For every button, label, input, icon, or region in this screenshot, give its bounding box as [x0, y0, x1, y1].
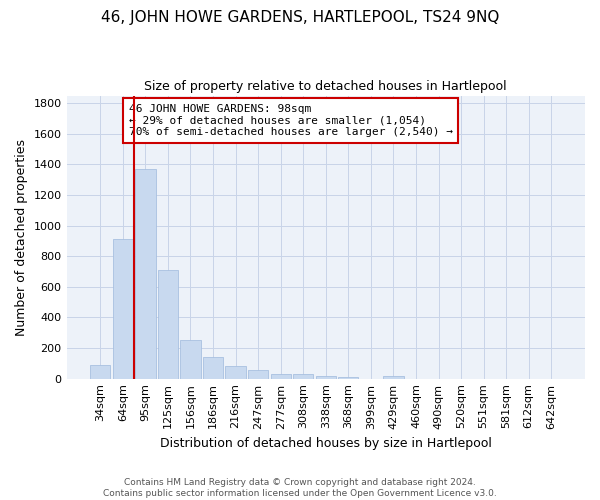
Text: 46, JOHN HOWE GARDENS, HARTLEPOOL, TS24 9NQ: 46, JOHN HOWE GARDENS, HARTLEPOOL, TS24 … [101, 10, 499, 25]
Bar [271, 374, 291, 378]
Bar [158, 270, 178, 378]
Bar [135, 169, 155, 378]
Bar [383, 376, 404, 378]
Bar [90, 365, 110, 378]
Bar [113, 240, 133, 378]
Title: Size of property relative to detached houses in Hartlepool: Size of property relative to detached ho… [145, 80, 507, 93]
Bar [226, 366, 246, 378]
Bar [203, 358, 223, 378]
Y-axis label: Number of detached properties: Number of detached properties [15, 138, 28, 336]
Bar [338, 377, 358, 378]
Bar [293, 374, 313, 378]
X-axis label: Distribution of detached houses by size in Hartlepool: Distribution of detached houses by size … [160, 437, 492, 450]
Bar [181, 340, 200, 378]
Bar [248, 370, 268, 378]
Bar [316, 376, 336, 378]
Text: 46 JOHN HOWE GARDENS: 98sqm
← 29% of detached houses are smaller (1,054)
70% of : 46 JOHN HOWE GARDENS: 98sqm ← 29% of det… [129, 104, 453, 137]
Text: Contains HM Land Registry data © Crown copyright and database right 2024.
Contai: Contains HM Land Registry data © Crown c… [103, 478, 497, 498]
